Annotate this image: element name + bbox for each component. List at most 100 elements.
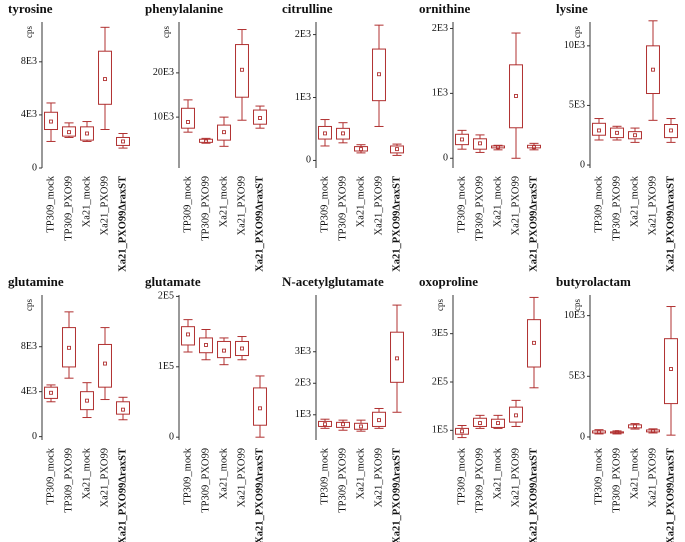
x-tick-label: Xa21_PXO99ΔraxST <box>528 448 539 542</box>
mean-marker <box>377 72 381 77</box>
x-tick-label: Xa21_mock <box>81 175 92 227</box>
mean-marker <box>395 147 399 152</box>
mean-marker <box>186 120 190 124</box>
mean-marker <box>103 77 107 82</box>
mean-marker <box>240 346 244 351</box>
mean-marker <box>597 128 601 133</box>
mean-marker <box>67 345 71 350</box>
x-tick-label: TP309_mock <box>182 175 193 232</box>
mean-marker <box>615 130 619 135</box>
y-axis-label: cps <box>435 299 445 311</box>
x-tick-label: Xa21_PXO99ΔraxST <box>665 448 676 542</box>
box <box>44 111 58 131</box>
x-tick-label: Xa21_mock <box>492 447 503 499</box>
y-axis-label: cps <box>24 299 34 311</box>
panel-title: butyrolactam <box>556 274 631 289</box>
box <box>646 429 660 433</box>
mean-marker <box>460 429 464 434</box>
box <box>98 343 112 388</box>
x-tick-label: Xa21_mock <box>355 175 366 227</box>
y-axis-label: cps <box>161 26 171 38</box>
box <box>455 133 469 146</box>
box <box>473 417 487 427</box>
y-tick-label: 0 <box>32 162 37 173</box>
box <box>664 123 678 139</box>
box <box>390 145 404 154</box>
y-tick-label: 3E3 <box>295 346 311 357</box>
box <box>318 420 332 427</box>
box <box>455 427 469 435</box>
x-tick-label: TP309_mock <box>319 447 330 504</box>
mean-marker <box>103 361 107 366</box>
mean-marker <box>121 407 125 412</box>
x-tick-label: Xa21_mock <box>629 447 640 499</box>
mean-marker <box>323 131 327 136</box>
x-tick-label: Xa21_PXO99ΔraxST <box>391 448 402 542</box>
x-tick-label: Xa21_mock <box>218 447 229 499</box>
box <box>664 338 678 405</box>
panel-title: tyrosine <box>8 1 53 16</box>
mean-marker <box>204 343 208 347</box>
box <box>253 109 267 125</box>
x-tick-label: TP309_PXO99 <box>474 176 485 241</box>
mean-marker <box>323 422 327 427</box>
y-tick-label: 10E3 <box>564 310 585 321</box>
mean-marker <box>341 131 345 136</box>
mean-marker <box>240 67 244 72</box>
x-tick-label: TP309_PXO99 <box>200 176 211 241</box>
y-tick-label: 0 <box>443 153 448 164</box>
y-tick-label: 4E3 <box>21 109 37 120</box>
y-tick-label: 1E5 <box>158 361 174 372</box>
box <box>217 124 231 141</box>
box <box>80 126 94 141</box>
panel-title: oxoproline <box>419 274 478 289</box>
x-tick-label: Xa21_PXO99ΔraxST <box>117 176 128 272</box>
y-tick-label: 8E3 <box>21 56 37 67</box>
mean-marker <box>204 139 208 144</box>
y-tick-label: 5E3 <box>569 100 585 111</box>
y-tick-label: 1E5 <box>432 425 448 436</box>
mean-marker <box>514 413 518 418</box>
panel-title: glutamate <box>145 274 201 289</box>
x-tick-label: Xa21_mock <box>492 175 503 227</box>
y-tick-label: 2E3 <box>295 378 311 389</box>
mean-marker <box>341 422 345 427</box>
x-tick-label: Xa21_PXO99ΔraxST <box>117 448 128 542</box>
box <box>80 391 94 411</box>
box <box>592 430 606 434</box>
x-tick-label: Xa21_PXO99 <box>647 176 658 236</box>
x-tick-label: TP309_mock <box>456 175 467 232</box>
y-tick-label: 1E3 <box>295 409 311 420</box>
y-axis-label: cps <box>572 299 582 311</box>
mean-marker <box>359 147 363 152</box>
y-tick-label: 2E3 <box>432 23 448 34</box>
panel-title: citrulline <box>282 1 333 16</box>
mean-marker <box>85 131 89 136</box>
mean-marker <box>496 421 500 426</box>
mean-marker <box>258 406 262 411</box>
box <box>509 64 523 129</box>
y-tick-label: 10E3 <box>153 111 174 122</box>
y-tick-label: 4E3 <box>21 386 37 397</box>
x-tick-label: Xa21_PXO99 <box>236 176 247 236</box>
x-tick-label: Xa21_PXO99 <box>373 176 384 236</box>
x-tick-label: TP309_PXO99 <box>611 448 622 513</box>
x-tick-label: Xa21_PXO99ΔraxST <box>254 448 265 542</box>
box <box>62 126 76 137</box>
mean-marker <box>377 418 381 423</box>
x-tick-label: TP309_mock <box>456 447 467 504</box>
box <box>491 418 505 428</box>
x-tick-label: TP309_PXO99 <box>63 176 74 241</box>
x-tick-label: TP309_PXO99 <box>200 448 211 513</box>
mean-marker <box>460 137 464 142</box>
mean-marker <box>651 67 655 72</box>
mean-marker <box>496 145 500 150</box>
y-tick-label: 5E3 <box>569 371 585 382</box>
box <box>372 411 386 427</box>
x-tick-label: TP309_PXO99 <box>337 176 348 241</box>
x-tick-label: TP309_mock <box>182 447 193 504</box>
box <box>235 340 249 357</box>
box <box>354 422 368 430</box>
x-tick-label: TP309_mock <box>319 175 330 232</box>
